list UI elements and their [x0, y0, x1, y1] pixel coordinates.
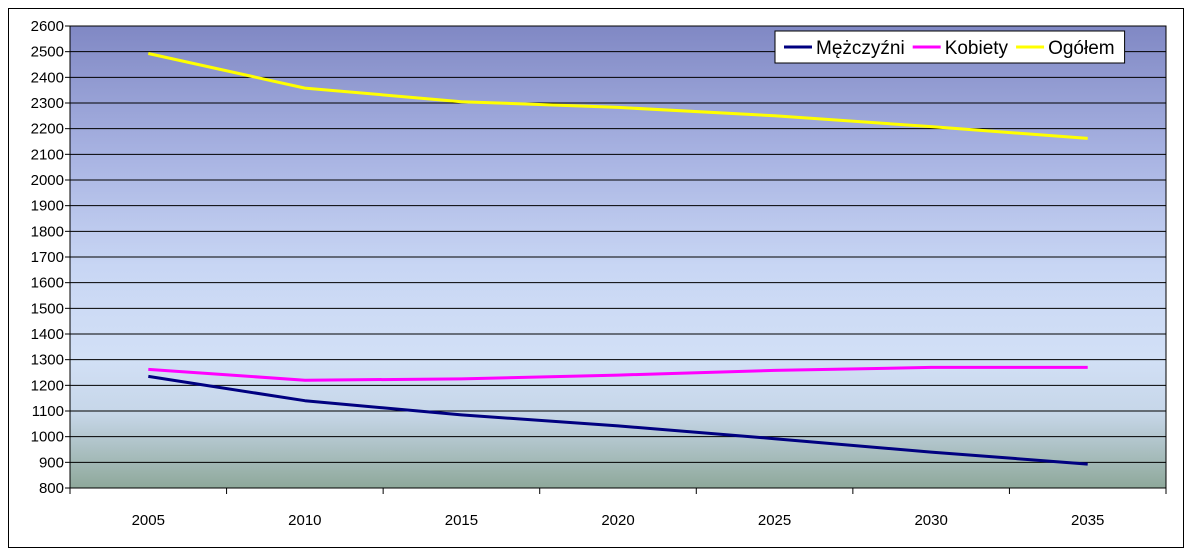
y-tick-label: 1300: [31, 352, 64, 369]
y-tick-label: 1900: [31, 198, 64, 215]
y-tick-label: 2600: [31, 18, 64, 35]
legend-box: [774, 30, 1126, 64]
x-tick-label: 2025: [758, 512, 791, 529]
y-tick-label: 1600: [31, 275, 64, 292]
y-tick-label: 1400: [31, 326, 64, 343]
legend-label: Ogółem: [1048, 38, 1115, 59]
y-tick-label: 800: [39, 480, 64, 497]
series-line: [148, 365, 1088, 382]
y-tick-label: 1200: [31, 377, 64, 394]
x-tick-label: 2020: [601, 512, 634, 529]
y-tick-label: 2000: [31, 172, 64, 189]
y-tick-label: 2200: [31, 121, 64, 138]
y-tick-label: 1500: [31, 300, 64, 317]
y-tick-label: 1700: [31, 249, 64, 266]
y-tick-label: 1800: [31, 223, 64, 240]
x-tick-label: 2015: [445, 512, 478, 529]
x-tick-label: 2010: [288, 512, 321, 529]
legend: Mężczyźni Kobiety Ogółem: [774, 30, 1126, 64]
gridlines: [70, 25, 1166, 489]
x-tick-label: 2035: [1071, 512, 1104, 529]
y-tick-label: 2300: [31, 95, 64, 112]
x-tick-label: 2030: [914, 512, 947, 529]
y-tick-label: 2400: [31, 69, 64, 86]
legend-label: Mężczyźni: [816, 38, 905, 59]
y-tick-label: 900: [39, 454, 64, 471]
series-lines: [147, 52, 1088, 466]
x-axis: 2005 2010 2015 2020 2025 2030 2035: [69, 488, 1167, 529]
y-axis: 800 900 1000 1100 1200 1300 1400 1500 1600 1700 18…: [31, 18, 70, 497]
series-line: [147, 52, 1088, 140]
y-tick-label: 1100: [32, 403, 64, 420]
series-line: [148, 374, 1088, 466]
x-tick-label: 2005: [132, 512, 165, 529]
y-tick-label: 2500: [31, 44, 64, 61]
y-tick-label: 1000: [31, 429, 64, 446]
legend-label: Kobiety: [945, 38, 1009, 59]
y-tick-label: 2100: [31, 146, 64, 163]
